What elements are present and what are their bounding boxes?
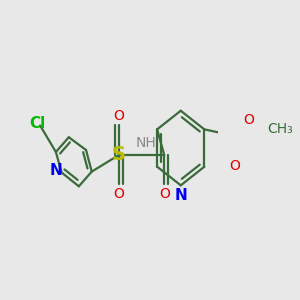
Text: N: N — [174, 188, 187, 202]
Text: O: O — [243, 112, 254, 127]
Text: Cl: Cl — [29, 116, 45, 131]
Text: O: O — [114, 187, 124, 201]
Text: O: O — [229, 159, 240, 173]
Text: O: O — [114, 109, 124, 123]
Text: CH₃: CH₃ — [268, 122, 293, 136]
Text: O: O — [159, 187, 170, 201]
Text: S: S — [112, 146, 126, 164]
Text: NH: NH — [136, 136, 157, 150]
Text: N: N — [50, 163, 62, 178]
